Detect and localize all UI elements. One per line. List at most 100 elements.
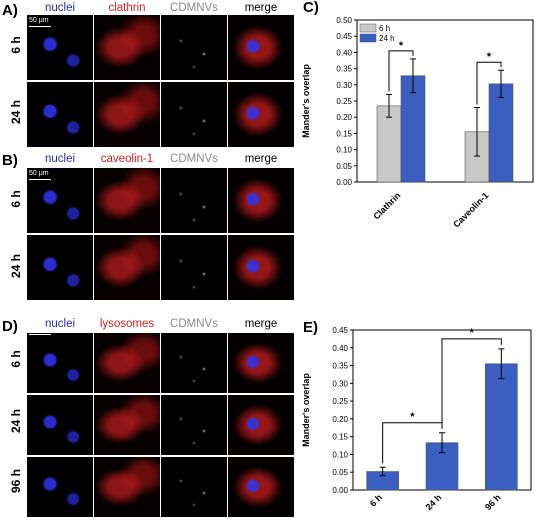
x-tick-label: 96 h	[483, 492, 503, 512]
panel-a-header-merge: merge	[244, 2, 278, 14]
panel-a-row-label-24h: 24 h	[9, 100, 23, 125]
panel-d-header-merge: merge	[244, 318, 278, 330]
y-tick-label: 0.50	[336, 16, 352, 25]
micrograph-tile	[27, 457, 93, 517]
micrograph-tile	[161, 235, 227, 300]
panel-d-scale-label: 50 µm	[29, 325, 49, 332]
micrograph-tile	[27, 235, 93, 300]
panel-b-header-merge: merge	[244, 153, 278, 165]
chart-e: E) 0.00 0.05 0.10 0.15 0.20 0.25 0.30 0.35 0.40 0.…	[301, 319, 532, 512]
y-tick-label: 0.25	[332, 397, 348, 406]
micrograph-tile	[27, 395, 93, 455]
y-tick-label: 0.45	[332, 326, 348, 335]
y-tick-label: 0.40	[332, 344, 348, 353]
y-tick-label: 0.30	[336, 81, 352, 90]
micrograph-tile	[94, 395, 160, 455]
significance-star: *	[470, 327, 475, 339]
y-tick-label: 0.00	[336, 178, 352, 187]
chart-c: C) 0.00 0.05 0.10 0.15 0.20 0.25 0.30 0.35 0.40 0.…	[301, 0, 534, 230]
panel-a-header-cdmnvs: CDMNVs	[170, 2, 218, 14]
panel-b-header-nuclei: nuclei	[44, 153, 76, 165]
micrograph-tile	[161, 168, 227, 233]
y-axis-label: Mander's overlap	[301, 64, 311, 138]
significance-bracket	[476, 61, 502, 105]
y-tick-label: 0.05	[336, 162, 352, 171]
x-tick-label: Caveolin-1	[451, 190, 490, 229]
panel-d-row-label-6h: 6 h	[9, 350, 23, 368]
micrograph-tile	[94, 457, 160, 517]
panel-d-header-cdmnvs: CDMNVs	[170, 318, 218, 330]
panel-b-letter: B)	[2, 152, 18, 169]
y-tick-label: 0.20	[332, 415, 348, 424]
legend-swatch	[359, 23, 377, 33]
panel-e-letter: E)	[303, 319, 318, 336]
bar	[485, 363, 518, 491]
micrograph-tile	[94, 168, 160, 233]
panel-a-row-label-6h: 6 h	[9, 36, 23, 54]
panel-b-header-cdmnvs: CDMNVs	[170, 153, 218, 165]
panel-a-scale-bar	[29, 26, 51, 27]
micrograph-tile	[94, 333, 160, 393]
micrograph-tile	[27, 15, 93, 80]
panel-a-header-nuclei: nuclei	[44, 2, 76, 14]
panel-c-letter: C)	[303, 0, 319, 16]
panel-d-scale-bar	[29, 334, 51, 335]
y-tick-label: 0.35	[336, 65, 352, 74]
significance-bracket	[388, 50, 414, 92]
y-tick-label: 0.05	[332, 468, 348, 477]
panel-a-scale-label: 50 µm	[29, 17, 49, 24]
micrograph-tile	[161, 333, 227, 393]
significance-star: *	[487, 51, 492, 63]
y-tick-label: 0.25	[336, 97, 352, 106]
y-tick-label: 0.10	[336, 146, 352, 155]
x-tick-label: 6 h	[368, 492, 384, 508]
x-tick-label: Clathrin	[371, 190, 402, 221]
panel-b-row-label-6h: 6 h	[9, 190, 23, 208]
panel-d-row-label-24h: 24 h	[9, 409, 23, 434]
micrograph-tile	[161, 395, 227, 455]
micrograph-tile	[228, 15, 294, 80]
panel-d-row-label-96h: 96 h	[9, 469, 23, 494]
y-tick-label: 0.00	[332, 486, 348, 495]
panel-d-header-lysosomes: lysosomes	[99, 318, 155, 330]
micrograph-tile	[27, 82, 93, 147]
micrograph-tile	[161, 457, 227, 517]
micrograph-tile	[228, 395, 294, 455]
micrograph-tile	[94, 82, 160, 147]
y-tick-label: 0.15	[336, 129, 352, 138]
panel-b-row-label-24h: 24 h	[9, 254, 23, 279]
y-tick-label: 0.35	[332, 362, 348, 371]
micrograph-tile	[94, 235, 160, 300]
y-tick-label: 0.45	[336, 32, 352, 41]
micrograph-tile	[228, 82, 294, 147]
panel-d-letter: D)	[2, 318, 18, 335]
micrograph-tile	[161, 82, 227, 147]
micrograph-tile	[27, 168, 93, 233]
legend-label: 24 h	[379, 34, 395, 43]
y-tick-label: 0.40	[336, 48, 352, 57]
bar	[488, 83, 514, 183]
legend-label: 6 h	[379, 24, 390, 33]
panel-b-scale-bar	[29, 179, 51, 180]
micrograph-tile	[27, 333, 93, 393]
micrograph-tile	[161, 15, 227, 80]
y-tick-label: 0.10	[332, 450, 348, 459]
panel-a-header-clathrin: clathrin	[108, 2, 146, 14]
y-tick-label: 0.15	[332, 433, 348, 442]
panel-d-header-nuclei: nuclei	[44, 318, 76, 330]
significance-star: *	[410, 411, 415, 423]
bar	[400, 75, 426, 183]
micrograph-tile	[228, 333, 294, 393]
y-tick-label: 0.30	[332, 379, 348, 388]
significance-star: *	[399, 40, 404, 52]
y-axis-label: Mander's overlap	[301, 373, 311, 447]
micrograph-tile	[94, 15, 160, 80]
x-tick-label: 24 h	[424, 492, 444, 512]
legend-swatch	[359, 33, 377, 43]
y-tick-label: 0.20	[336, 113, 352, 122]
panel-b-scale-label: 50 µm	[29, 170, 49, 177]
panel-b-header-caveolin: caveolin-1	[100, 153, 154, 165]
significance-bracket	[441, 338, 502, 429]
micrograph-tile	[228, 235, 294, 300]
micrograph-tile	[228, 457, 294, 517]
